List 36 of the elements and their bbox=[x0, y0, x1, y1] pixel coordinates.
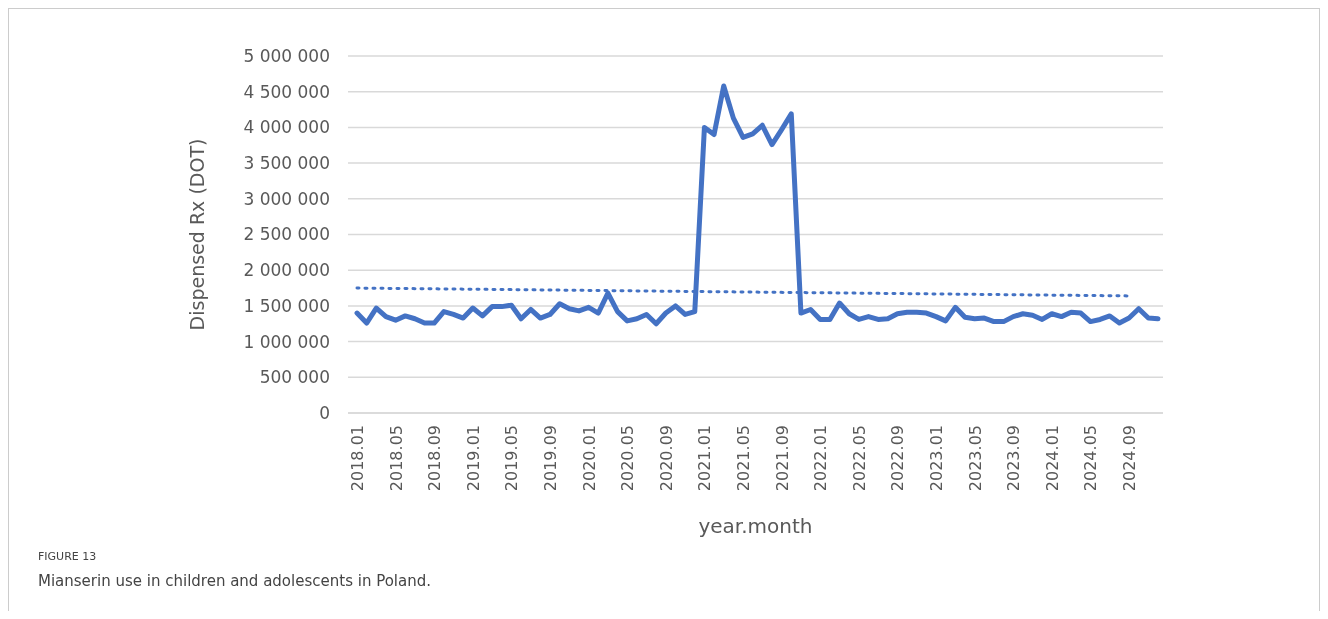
y-tick-label: 1 500 000 bbox=[243, 295, 330, 316]
y-tick-label: 1 000 000 bbox=[243, 331, 330, 352]
x-tick-label: 2023.05 bbox=[965, 425, 985, 492]
x-tick-label: 2018.01 bbox=[348, 425, 367, 492]
x-tick-label: 2022.01 bbox=[811, 425, 831, 492]
x-tick-label: 2021.05 bbox=[734, 425, 754, 492]
x-tick-label: 2024.05 bbox=[1081, 425, 1101, 492]
x-tick-label: 2021.01 bbox=[695, 425, 715, 492]
x-axis-title: year.month bbox=[698, 514, 813, 538]
x-tick-label: 2018.05 bbox=[386, 425, 406, 492]
y-tick-label: 5 000 000 bbox=[243, 45, 330, 66]
y-axis-title: Dispensed Rx (DOT) bbox=[186, 138, 208, 331]
x-tick-label: 2022.05 bbox=[849, 425, 869, 492]
y-tick-label: 4 000 000 bbox=[243, 117, 330, 138]
x-tick-label: 2022.09 bbox=[888, 425, 908, 492]
x-tick-label: 2023.01 bbox=[927, 425, 947, 492]
x-tick-label: 2020.01 bbox=[579, 425, 599, 492]
x-tick-label: 2019.09 bbox=[541, 425, 561, 492]
x-tick-label: 2020.05 bbox=[618, 425, 638, 492]
x-tick-label: 2019.05 bbox=[502, 425, 522, 492]
x-tick-label: 2019.01 bbox=[463, 425, 483, 492]
text: Mianserin use in children and adolescents in Poland. bbox=[38, 572, 431, 590]
y-tick-label: 2 500 000 bbox=[243, 224, 330, 245]
x-tick-label: 2020.09 bbox=[656, 425, 676, 492]
x-tick-label: 2018.09 bbox=[425, 425, 445, 492]
y-tick-label: 3 500 000 bbox=[243, 153, 330, 174]
y-tick-label: 2 000 000 bbox=[243, 260, 330, 281]
y-tick-label: 0 bbox=[319, 402, 330, 423]
x-tick-label: 2023.09 bbox=[1004, 425, 1024, 492]
y-tick-label: 3 000 000 bbox=[243, 188, 330, 209]
x-tick-label: 2024.01 bbox=[1042, 425, 1062, 492]
caption: FIGURE 13 bbox=[38, 550, 97, 563]
y-tick-label: 4 500 000 bbox=[243, 81, 330, 102]
y-tick-label: 500 000 bbox=[259, 367, 330, 388]
x-tick-label: 2024.09 bbox=[1120, 425, 1140, 492]
x-tick-label: 2021.09 bbox=[772, 425, 792, 492]
